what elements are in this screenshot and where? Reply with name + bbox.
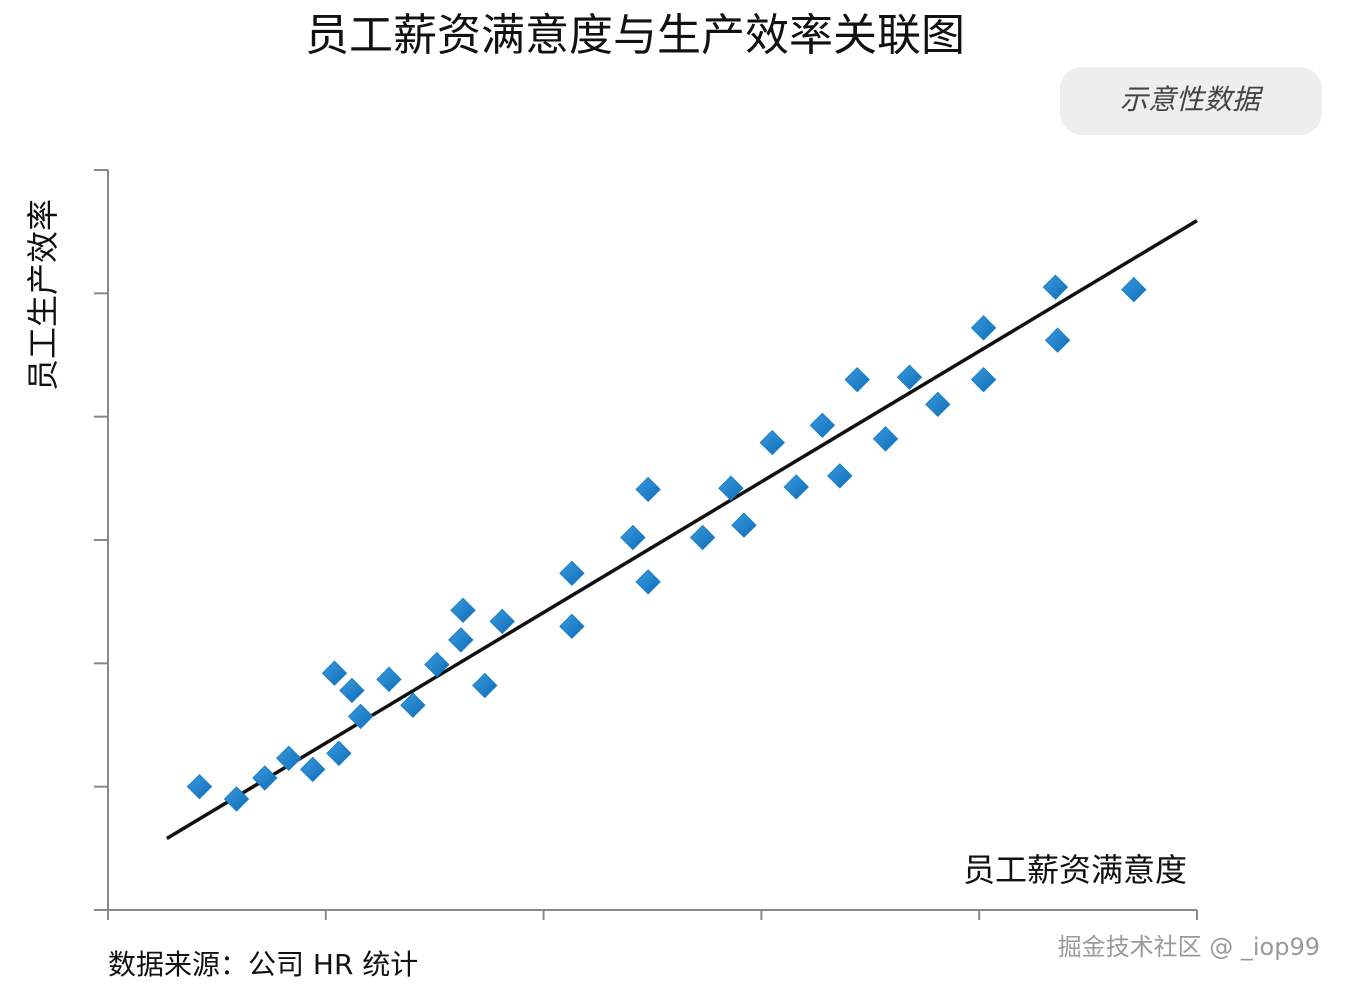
point bbox=[339, 677, 365, 704]
point bbox=[783, 474, 809, 500]
point bbox=[970, 366, 997, 393]
point bbox=[347, 703, 374, 730]
point bbox=[896, 364, 923, 390]
point bbox=[489, 608, 515, 635]
point bbox=[1042, 274, 1069, 300]
point bbox=[809, 412, 836, 439]
point bbox=[635, 476, 661, 503]
y-axis-label: 员工生产效率 bbox=[24, 199, 62, 391]
point bbox=[223, 786, 250, 812]
point bbox=[635, 569, 661, 595]
point bbox=[186, 773, 213, 800]
point bbox=[559, 560, 585, 587]
point bbox=[559, 613, 585, 640]
trend-line bbox=[165, 219, 1198, 840]
point bbox=[620, 524, 646, 551]
point bbox=[448, 627, 474, 653]
point bbox=[827, 463, 853, 489]
point bbox=[276, 745, 302, 772]
point bbox=[872, 426, 899, 452]
point bbox=[759, 429, 785, 456]
source: 数据来源：公司 HR 统计 bbox=[108, 948, 418, 981]
point bbox=[472, 672, 498, 699]
point bbox=[844, 366, 870, 393]
point bbox=[326, 740, 352, 767]
point bbox=[424, 651, 450, 678]
point bbox=[1044, 327, 1071, 353]
point bbox=[689, 524, 716, 551]
point bbox=[400, 692, 426, 718]
point bbox=[1121, 276, 1147, 303]
point bbox=[970, 315, 997, 341]
badge-bg bbox=[1060, 67, 1322, 135]
x-axis-label: 员工薪资满意度 bbox=[963, 851, 1187, 889]
point bbox=[731, 512, 757, 538]
badge: 示意性数据 bbox=[1120, 83, 1264, 116]
point bbox=[300, 756, 326, 783]
point bbox=[376, 666, 402, 693]
point bbox=[925, 391, 951, 418]
point bbox=[718, 475, 744, 501]
point bbox=[252, 765, 278, 791]
point bbox=[450, 597, 476, 624]
chart-title: 员工薪资满意度与生产效率关联图 bbox=[305, 10, 965, 61]
watermark: 掘金技术社区 @ _iop99 bbox=[1058, 933, 1320, 961]
point bbox=[321, 660, 348, 686]
